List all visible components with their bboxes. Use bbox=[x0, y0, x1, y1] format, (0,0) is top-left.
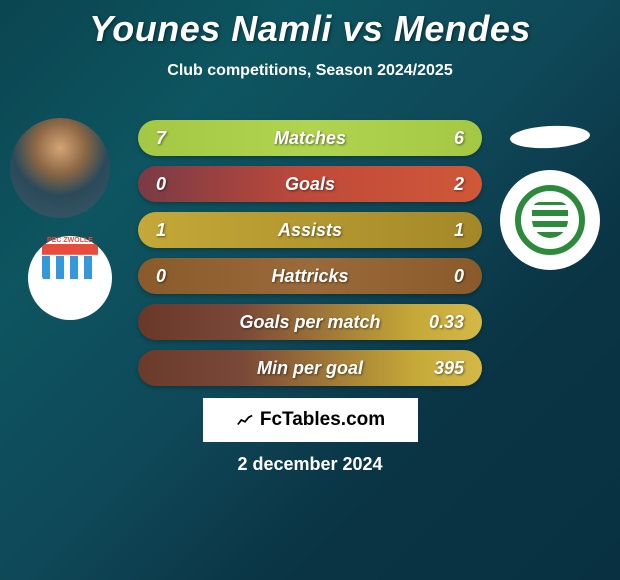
subtitle: Club competitions, Season 2024/2025 bbox=[0, 62, 620, 80]
stat-row-goals-per-match: Goals per match 0.33 bbox=[138, 304, 482, 340]
stat-right-value: 395 bbox=[434, 358, 464, 379]
stat-right-value: 2 bbox=[454, 174, 464, 195]
stat-right-value: 0.33 bbox=[429, 312, 464, 333]
stat-label: Matches bbox=[274, 128, 346, 149]
player-left-avatar bbox=[10, 118, 110, 218]
stat-row-hattricks: 0 Hattricks 0 bbox=[138, 258, 482, 294]
stat-label: Goals per match bbox=[239, 312, 380, 333]
club-right-stripes bbox=[532, 202, 568, 238]
club-right-crest bbox=[515, 185, 585, 255]
stat-row-min-per-goal: Min per goal 395 bbox=[138, 350, 482, 386]
stat-right-value: 1 bbox=[454, 220, 464, 241]
stat-label: Assists bbox=[278, 220, 342, 241]
stat-left-value: 7 bbox=[156, 128, 166, 149]
club-left-crest bbox=[42, 244, 98, 280]
brand-icon bbox=[236, 413, 254, 427]
stat-label: Hattricks bbox=[271, 266, 348, 287]
page-title: Younes Namli vs Mendes bbox=[0, 0, 620, 50]
stat-left-value: 0 bbox=[156, 266, 166, 287]
stat-left-value: 1 bbox=[156, 220, 166, 241]
stat-row-goals: 0 Goals 2 bbox=[138, 166, 482, 202]
brand-label: FcTables.com bbox=[260, 409, 385, 431]
club-badge-left: PEC ZWOLLE bbox=[28, 236, 112, 320]
player-right-avatar bbox=[509, 124, 590, 150]
stat-label: Goals bbox=[285, 174, 335, 195]
stat-right-value: 6 bbox=[454, 128, 464, 149]
stat-row-assists: 1 Assists 1 bbox=[138, 212, 482, 248]
stat-label: Min per goal bbox=[257, 358, 363, 379]
brand-box: FcTables.com bbox=[203, 398, 418, 442]
stat-left-value: 0 bbox=[156, 174, 166, 195]
club-badge-right bbox=[500, 170, 600, 270]
stat-right-value: 0 bbox=[454, 266, 464, 287]
date-label: 2 december 2024 bbox=[0, 454, 620, 475]
stat-row-matches: 7 Matches 6 bbox=[138, 120, 482, 156]
club-left-label: PEC ZWOLLE bbox=[47, 237, 93, 244]
stats-container: 7 Matches 6 0 Goals 2 1 Assists 1 0 Hatt… bbox=[138, 120, 482, 396]
